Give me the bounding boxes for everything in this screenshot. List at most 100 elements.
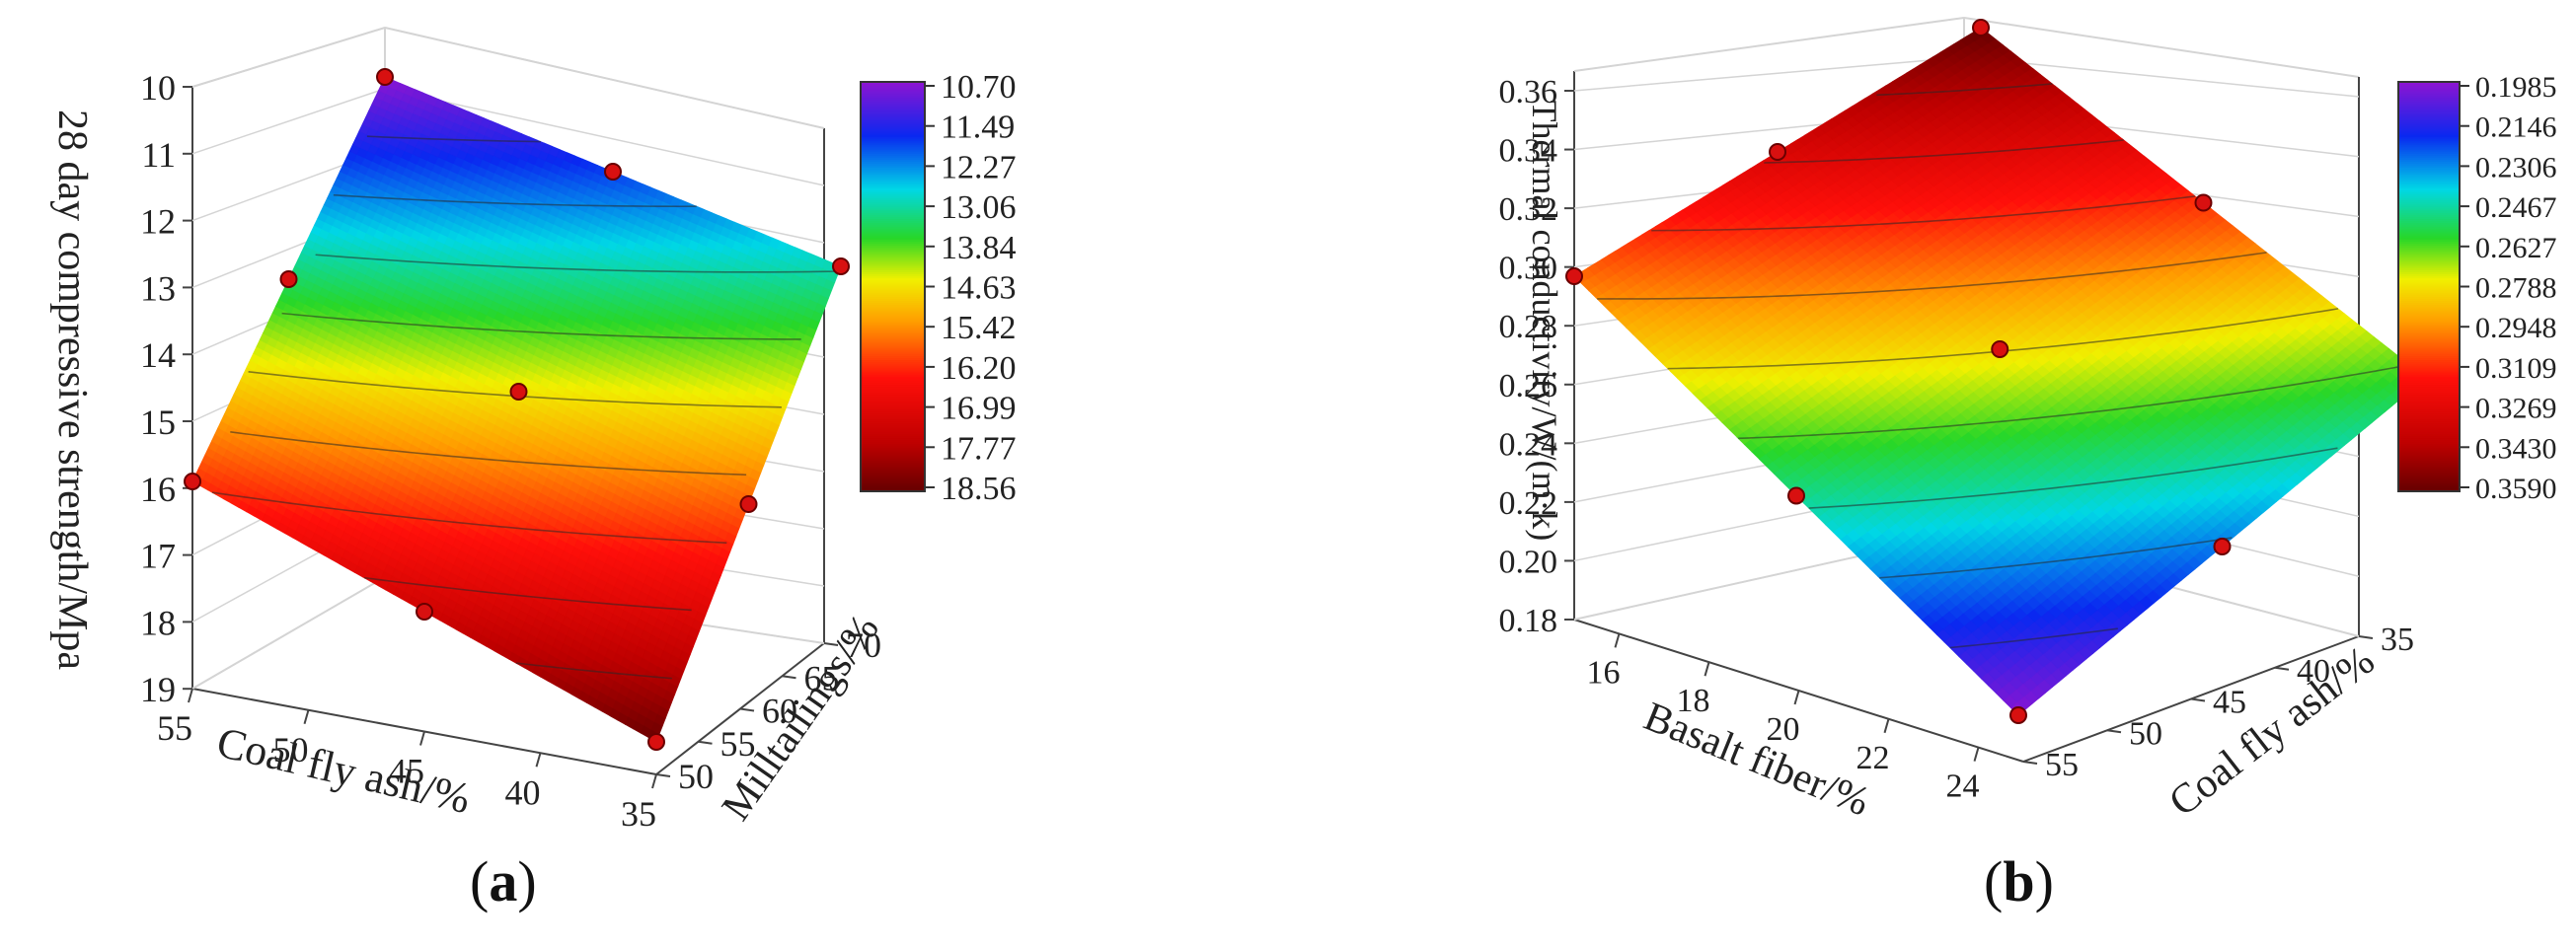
contour-line [281, 312, 801, 340]
x-tick-label: 18 [1677, 683, 1710, 719]
contour-line [1651, 195, 2196, 232]
z-tick-label: 0.20 [1499, 544, 1558, 580]
colorbar-tick-label: 0.2627 [2475, 232, 2557, 264]
z-tick-label: 19 [140, 670, 176, 709]
contour-line [1764, 139, 2124, 164]
contour-line [366, 135, 541, 143]
colorbar-tick-label: 16.20 [941, 350, 1017, 387]
x-axis-title: Basalt fiber/% [1637, 694, 1875, 825]
y-tick-label: 35 [2381, 622, 2414, 658]
z-tick-label: 13 [140, 268, 176, 308]
z-tick-label: 0.34 [1499, 133, 1558, 170]
z-tick-label: 15 [140, 403, 176, 442]
colorbar-tick-label: 0.3430 [2475, 432, 2557, 465]
z-tick-label: 0.30 [1499, 251, 1558, 287]
z-tick-label: 0.22 [1499, 485, 1558, 522]
z-tick-label: 11 [141, 135, 176, 175]
data-point [2213, 538, 2232, 555]
contour-line [515, 662, 672, 680]
contour-line [230, 431, 747, 476]
colorbar-tick-label: 0.3590 [2475, 473, 2557, 505]
surface-b [1573, 27, 2427, 716]
z-tick-label: 18 [140, 603, 176, 642]
data-point [647, 733, 665, 751]
contour-line [1808, 447, 2338, 509]
x-tick-label: 55 [157, 708, 192, 748]
colorbar-tick-label: 10.70 [941, 69, 1017, 106]
y-tick-label: 50 [2129, 715, 2162, 752]
colorbar-tick-label: 18.56 [941, 471, 1017, 507]
colorbar-tick-label: 13.84 [941, 230, 1017, 266]
data-point [1769, 143, 1786, 161]
contour-line [1949, 627, 2118, 649]
colorbar-tick-label: 12.27 [941, 149, 1017, 185]
data-point [416, 603, 433, 621]
colorbar-tick-label: 15.42 [941, 310, 1017, 346]
x-tick-label: 40 [505, 772, 541, 812]
data-point [509, 383, 528, 401]
colorbar-b [2398, 82, 2460, 492]
x-tick-label: 22 [1856, 740, 1890, 776]
contour-line [333, 193, 697, 208]
z-axis-title: 28 day compressive strength/Mpa [49, 110, 95, 670]
contour-line [363, 576, 692, 612]
z-tick-label: 0.26 [1499, 368, 1558, 404]
z-tick-label: 0.36 [1499, 74, 1558, 110]
data-point [2194, 193, 2213, 212]
data-point [376, 68, 394, 86]
colorbar-tick-label: 0.2146 [2475, 111, 2557, 144]
y-tick-label: 40 [2297, 653, 2330, 690]
panel-caption-a: (a) [470, 849, 537, 914]
colorbar-a [861, 82, 925, 492]
contour-line [1876, 83, 2053, 97]
colorbar-tick-label: 0.2788 [2475, 272, 2557, 305]
y-tick-label: 70 [846, 625, 881, 665]
x-tick-label: 16 [1587, 654, 1621, 691]
colorbar-tick-label: 0.2948 [2475, 312, 2557, 344]
colorbar-tick-label: 13.06 [941, 189, 1017, 226]
contour-line [315, 254, 837, 273]
y-tick-label: 55 [720, 724, 756, 764]
colorbar-tick-label: 0.2306 [2475, 151, 2557, 183]
x-tick-label: 50 [273, 730, 309, 769]
x-tick-label: 35 [621, 794, 656, 834]
y-tick-label: 60 [762, 692, 797, 731]
colorbar-tick-label: 0.3269 [2475, 393, 2557, 425]
y-tick-label: 45 [2213, 685, 2246, 721]
contour-line [1597, 252, 2267, 300]
panel-caption-b: (b) [1984, 849, 2054, 914]
y-tick-label: 65 [804, 658, 840, 697]
y-tick-label: 55 [2045, 747, 2079, 783]
colorbar-tick-label: 0.1985 [2475, 71, 2557, 104]
y-axis-title: Coal fly ash/% [2160, 638, 2383, 826]
data-point [1991, 340, 2009, 358]
colorbar-tick-label: 16.99 [941, 391, 1017, 427]
data-point [1787, 486, 1805, 505]
x-tick-label: 45 [389, 752, 424, 791]
z-tick-label: 0.24 [1499, 426, 1558, 463]
data-point [2009, 706, 2027, 724]
contour-line [1738, 364, 2410, 440]
y-tick-label: 50 [678, 757, 714, 796]
data-point [832, 257, 850, 275]
data-point [739, 495, 758, 513]
colorbar-tick-label: 17.77 [941, 430, 1017, 467]
data-point [184, 473, 201, 490]
colorbar-tick-label: 11.49 [941, 110, 1015, 146]
contour-line [211, 491, 727, 545]
z-tick-label: 10 [140, 68, 176, 108]
x-tick-label: 20 [1767, 711, 1800, 748]
contour-line [1879, 537, 2233, 579]
x-tick-label: 24 [1946, 769, 1980, 805]
colorbar-tick-label: 14.63 [941, 270, 1017, 307]
data-point [604, 163, 622, 181]
data-point [1972, 19, 1990, 37]
z-axis-title: Thermal conductivity/W/(m·k) [1525, 101, 1564, 542]
z-tick-label: 12 [140, 202, 176, 242]
colorbar-tick-label: 0.3109 [2475, 352, 2557, 385]
surface-a [191, 76, 842, 743]
z-tick-label: 0.28 [1499, 309, 1558, 345]
z-tick-label: 0.32 [1499, 191, 1558, 228]
z-tick-label: 14 [140, 335, 176, 375]
